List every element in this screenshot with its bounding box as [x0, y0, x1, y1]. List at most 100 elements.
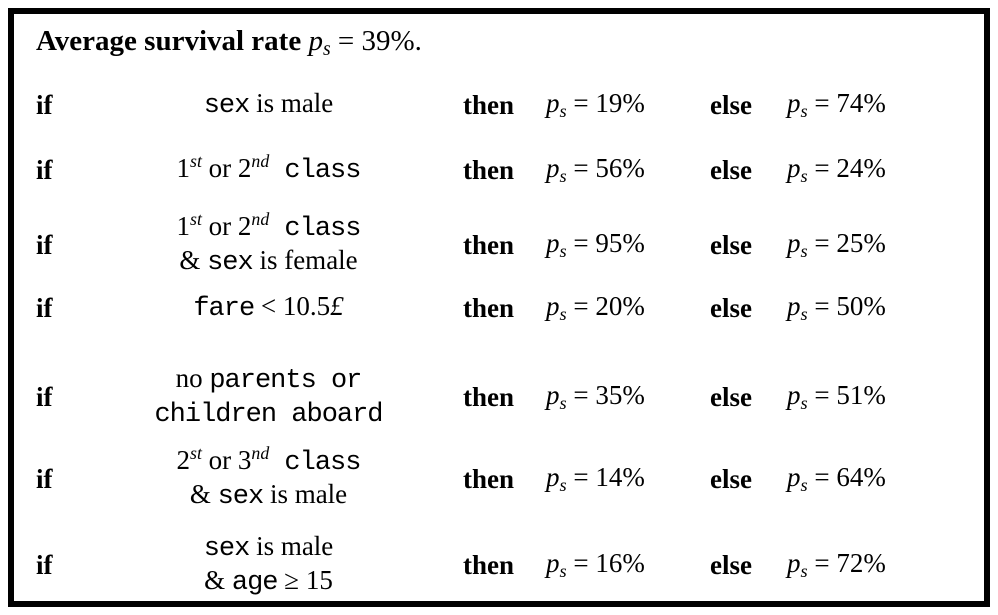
- math-var: p: [546, 291, 560, 321]
- condition-line: 1st or 2nd class: [96, 151, 441, 187]
- rule-row: if sex is male then ps = 19% else ps = 7…: [36, 88, 974, 122]
- math-var: p: [787, 88, 801, 118]
- then-keyword: then: [462, 381, 514, 412]
- math-sub: s: [559, 165, 567, 186]
- condition-segment: st: [190, 151, 202, 171]
- math-sub: s: [559, 303, 567, 324]
- condition-line: sex is male: [96, 531, 441, 565]
- rule-list-figure: Average survival rate ps = 39%. if sex i…: [8, 8, 990, 607]
- else-probability: ps = 50%: [771, 291, 984, 325]
- condition-segment: is male: [263, 479, 348, 509]
- condition-segment: or 2: [201, 153, 252, 183]
- else-probability-value: = 51%: [814, 380, 886, 410]
- rule-condition: 1st or 2nd class: [96, 151, 441, 187]
- condition-segment: children aboard: [154, 400, 383, 430]
- then-keyword: then: [462, 154, 514, 185]
- then-probability-value: = 56%: [573, 153, 645, 183]
- title-math-sub: s: [322, 37, 331, 60]
- then-probability-value: = 20%: [573, 291, 645, 321]
- then-probability: ps = 19%: [536, 88, 691, 122]
- title-math-var: p: [308, 25, 323, 57]
- else-keyword: else: [710, 154, 752, 185]
- figure-title: Average survival rate ps = 39%.: [36, 24, 974, 61]
- math-sub: s: [800, 303, 808, 324]
- else-keyword: else: [710, 463, 752, 494]
- condition-segment: &: [204, 565, 232, 595]
- condition-segment: is female: [252, 245, 358, 275]
- condition-segment: £: [330, 291, 344, 321]
- title-math-value: = 39%.: [337, 25, 422, 57]
- else-keyword: else: [710, 229, 752, 260]
- condition-segment: sex: [217, 482, 265, 512]
- condition-segment: class: [269, 448, 361, 478]
- rule-condition: sex is male & age ≥ 15: [96, 531, 441, 599]
- math-var: p: [546, 153, 560, 183]
- math-var: p: [787, 228, 801, 258]
- condition-segment: or 3: [201, 445, 252, 475]
- then-keyword: then: [462, 549, 514, 580]
- condition-line: no parents or: [96, 363, 441, 397]
- title-text: Average survival rate: [36, 25, 302, 57]
- else-probability-value: = 50%: [814, 291, 886, 321]
- else-probability: ps = 64%: [771, 462, 984, 496]
- then-probability-value: = 14%: [573, 462, 645, 492]
- rule-condition: sex is male: [96, 88, 441, 122]
- condition-segment: class: [269, 156, 361, 186]
- then-probability: ps = 95%: [536, 228, 691, 262]
- condition-line: & sex is male: [96, 479, 441, 513]
- condition-segment: sex: [203, 91, 251, 121]
- rule-row: if no parents or children aboard then ps …: [36, 363, 974, 431]
- if-keyword: if: [36, 292, 53, 323]
- then-probability-value: = 19%: [573, 88, 645, 118]
- condition-segment: nd: [251, 209, 270, 229]
- condition-segment: 1: [176, 153, 191, 183]
- condition-line: 2st or 3nd class: [96, 443, 441, 479]
- else-probability-value: = 64%: [814, 462, 886, 492]
- math-var: p: [787, 548, 801, 578]
- math-var: p: [546, 548, 560, 578]
- then-probability-value: = 35%: [573, 380, 645, 410]
- rule-condition: fare < 10.5£: [96, 291, 441, 325]
- title-average-rate: ps = 39%.: [308, 25, 422, 60]
- rule-row: if 1st or 2nd class then ps = 56% else p…: [36, 151, 974, 187]
- condition-segment: st: [190, 443, 202, 463]
- then-probability-value: = 95%: [573, 228, 645, 258]
- then-probability: ps = 16%: [536, 548, 691, 582]
- condition-line: & age ≥ 15: [96, 565, 441, 599]
- condition-line: 1st or 2nd class: [96, 209, 441, 245]
- math-sub: s: [800, 474, 808, 495]
- condition-segment: 1: [176, 211, 191, 241]
- math-sub: s: [800, 392, 808, 413]
- condition-segment: &: [179, 245, 208, 275]
- then-keyword: then: [462, 292, 514, 323]
- else-probability-value: = 74%: [814, 88, 886, 118]
- math-var: p: [787, 291, 801, 321]
- rule-row: if 1st or 2nd class & sex is female then …: [36, 209, 974, 279]
- else-probability: ps = 25%: [771, 228, 984, 262]
- then-probability-value: = 16%: [573, 548, 645, 578]
- else-probability: ps = 72%: [771, 548, 984, 582]
- math-sub: s: [559, 240, 567, 261]
- math-sub: s: [559, 392, 567, 413]
- condition-segment: fare: [193, 294, 255, 324]
- else-probability-value: = 24%: [814, 153, 886, 183]
- if-keyword: if: [36, 89, 53, 120]
- if-keyword: if: [36, 549, 53, 580]
- condition-segment: or 2: [201, 211, 252, 241]
- math-sub: s: [800, 240, 808, 261]
- math-var: p: [546, 88, 560, 118]
- condition-segment: st: [190, 209, 202, 229]
- condition-segment: parents or: [209, 366, 362, 396]
- if-keyword: if: [36, 229, 53, 260]
- rule-condition: no parents or children aboard: [96, 363, 441, 431]
- condition-segment: sex: [203, 534, 251, 564]
- condition-segment: &: [189, 479, 218, 509]
- math-var: p: [787, 462, 801, 492]
- condition-segment: < 10.5: [254, 291, 331, 321]
- then-probability: ps = 20%: [536, 291, 691, 325]
- condition-segment: nd: [251, 443, 270, 463]
- condition-segment: class: [269, 214, 361, 244]
- math-var: p: [546, 462, 560, 492]
- else-probability: ps = 24%: [771, 153, 984, 187]
